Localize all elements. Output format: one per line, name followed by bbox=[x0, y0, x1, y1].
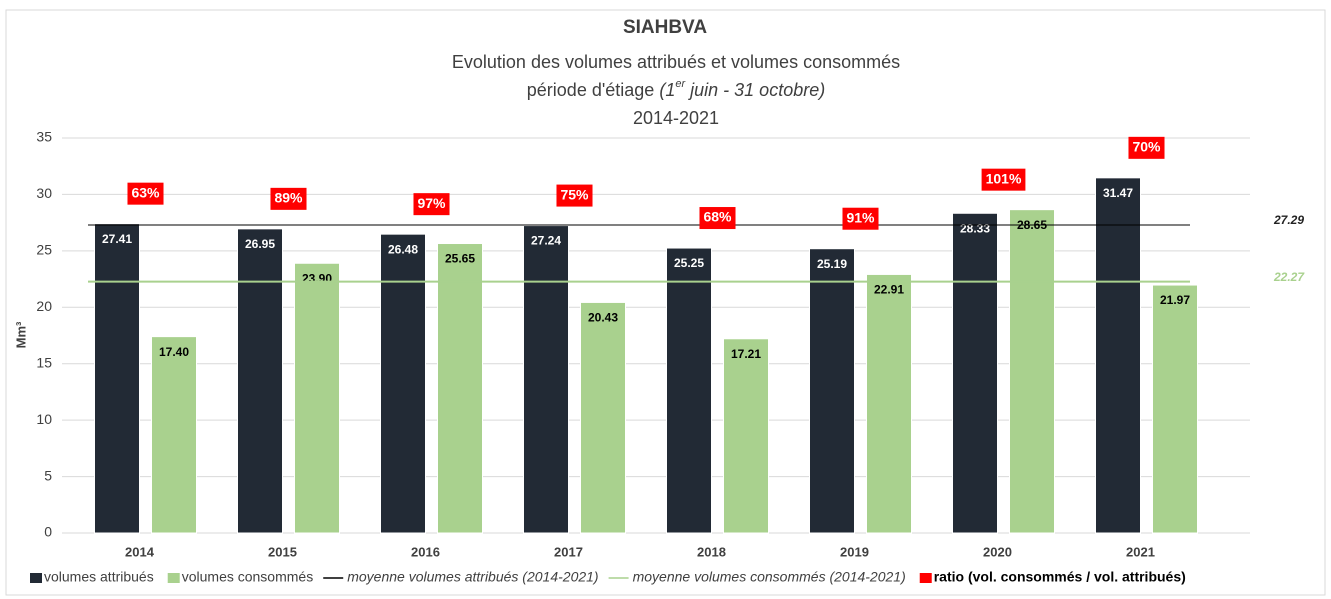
legend-swatch bbox=[167, 573, 180, 583]
ratio-label: 63% bbox=[131, 184, 160, 200]
bar bbox=[380, 233, 426, 534]
bar bbox=[151, 336, 197, 534]
value-label: 22.91 bbox=[874, 283, 904, 297]
x-tick-label: 2019 bbox=[840, 544, 869, 559]
value-label: 17.21 bbox=[731, 347, 761, 361]
x-tick-label: 2014 bbox=[125, 544, 155, 559]
bar bbox=[1009, 209, 1055, 534]
bar bbox=[437, 243, 483, 534]
mean-label: 22.27 bbox=[1273, 270, 1305, 284]
period-note-end: juin - 31 octobre) bbox=[685, 80, 825, 100]
y-tick-label: 25 bbox=[36, 242, 52, 258]
value-label: 27.24 bbox=[531, 234, 561, 248]
bar bbox=[809, 248, 855, 534]
x-tick-label: 2018 bbox=[697, 544, 726, 559]
mean-label: 27.29 bbox=[1273, 213, 1304, 227]
legend-label: moyenne volumes attribués (2014-2021) bbox=[347, 569, 598, 585]
ratio-box bbox=[1128, 136, 1165, 159]
bar bbox=[1152, 284, 1198, 534]
ratio-label: 70% bbox=[1132, 139, 1161, 155]
y-tick-label: 30 bbox=[36, 185, 52, 201]
bar bbox=[723, 338, 769, 534]
bar bbox=[666, 247, 712, 534]
y-tick-label: 20 bbox=[36, 298, 52, 314]
value-label: 25.25 bbox=[674, 256, 704, 270]
y-tick-label: 0 bbox=[44, 524, 52, 540]
ratio-label: 97% bbox=[417, 195, 446, 211]
y-axis-label: Mm³ bbox=[13, 321, 28, 348]
legend-label: ratio (vol. consommés / vol. attribués) bbox=[934, 569, 1186, 585]
x-tick-label: 2016 bbox=[411, 544, 440, 559]
x-tick-label: 2020 bbox=[983, 544, 1012, 559]
value-label: 28.33 bbox=[960, 221, 990, 235]
bar bbox=[94, 223, 140, 534]
bar bbox=[1095, 177, 1141, 534]
value-label: 31.47 bbox=[1103, 186, 1133, 200]
bar bbox=[294, 262, 340, 534]
value-label: 20.43 bbox=[588, 311, 618, 325]
bar bbox=[952, 212, 998, 534]
x-tick-label: 2015 bbox=[268, 544, 297, 559]
ratio-box bbox=[127, 182, 164, 205]
value-label: 27.41 bbox=[102, 232, 132, 246]
value-label: 26.95 bbox=[245, 237, 275, 251]
value-label: 17.40 bbox=[159, 345, 189, 359]
ratio-label: 101% bbox=[986, 170, 1022, 186]
period-note: (1 bbox=[659, 80, 675, 100]
ratio-label: 68% bbox=[703, 209, 732, 225]
ratio-box bbox=[981, 168, 1026, 191]
x-tick-label: 2017 bbox=[554, 544, 583, 559]
value-label: 25.65 bbox=[445, 252, 475, 266]
period-text: période d'étiage bbox=[527, 80, 655, 100]
y-tick-label: 35 bbox=[36, 129, 52, 145]
ratio-box bbox=[842, 207, 879, 230]
legend-label: moyenne volumes consommés (2014-2021) bbox=[633, 569, 906, 585]
ratio-label: 89% bbox=[274, 190, 303, 206]
value-label: 23.90 bbox=[302, 271, 332, 285]
bar bbox=[580, 301, 626, 534]
ratio-box bbox=[270, 187, 307, 210]
chart-title: SIAHBVA bbox=[623, 17, 707, 38]
chart-subtitle: Evolution des volumes attribués et volum… bbox=[452, 52, 900, 72]
ratio-box bbox=[556, 184, 593, 207]
bar bbox=[237, 228, 283, 534]
y-tick-label: 10 bbox=[36, 411, 52, 427]
chart-subtitle-years: 2014-2021 bbox=[633, 108, 719, 128]
legend-label: volumes attribués bbox=[44, 569, 154, 585]
bar bbox=[523, 225, 569, 534]
legend-label: volumes consommés bbox=[182, 569, 314, 585]
legend-swatch bbox=[30, 573, 42, 583]
value-label: 21.97 bbox=[1160, 293, 1190, 307]
ratio-box bbox=[699, 207, 736, 230]
ratio-box bbox=[413, 193, 450, 216]
y-tick-label: 5 bbox=[44, 467, 52, 483]
chart-subtitle-period: période d'étiage (1er juin - 31 octobre) bbox=[527, 78, 825, 100]
value-label: 26.48 bbox=[388, 242, 418, 256]
ratio-label: 75% bbox=[560, 186, 589, 202]
y-tick-label: 15 bbox=[36, 354, 52, 370]
x-tick-label: 2021 bbox=[1126, 544, 1155, 559]
legend-swatch bbox=[919, 573, 932, 583]
value-label: 25.19 bbox=[817, 257, 847, 271]
period-sup: er bbox=[675, 78, 686, 90]
ratio-label: 91% bbox=[846, 209, 875, 225]
bar bbox=[866, 273, 912, 534]
